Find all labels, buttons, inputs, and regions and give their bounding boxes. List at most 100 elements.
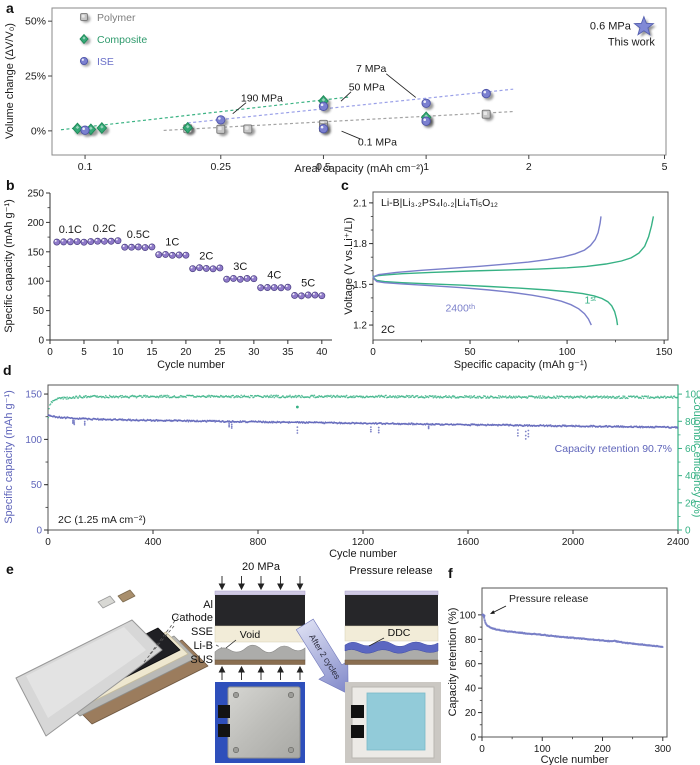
svg-text:4C: 4C xyxy=(267,270,281,282)
svg-text:0.5: 0.5 xyxy=(316,161,331,173)
void-leader xyxy=(225,639,237,649)
photo-pressure-plate xyxy=(215,682,305,763)
svg-text:60: 60 xyxy=(465,659,477,670)
svg-text:0: 0 xyxy=(36,526,42,537)
al-strip xyxy=(214,590,306,596)
svg-text:0: 0 xyxy=(685,526,691,537)
panel-label-b: b xyxy=(6,177,15,193)
svg-text:1.8: 1.8 xyxy=(353,239,367,250)
svg-text:35: 35 xyxy=(282,347,294,358)
svg-text:2C: 2C xyxy=(199,250,213,262)
svg-text:100: 100 xyxy=(685,390,700,401)
svg-text:ISE: ISE xyxy=(97,56,114,68)
svg-text:190 MPa: 190 MPa xyxy=(241,92,283,104)
svg-text:10: 10 xyxy=(112,347,124,358)
svg-text:0: 0 xyxy=(370,347,376,358)
void-label: Void xyxy=(240,629,261,641)
svg-text:100: 100 xyxy=(559,347,576,358)
pressure-release-label: Pressure release xyxy=(349,565,432,577)
panel-label-e: e xyxy=(6,561,14,577)
svg-text:5: 5 xyxy=(81,347,87,358)
layer-label-lib: Li-B xyxy=(193,640,213,652)
svg-text:2400ᵗʰ: 2400ᵗʰ xyxy=(445,302,475,314)
svg-text:Coulombic efficiency (%): Coulombic efficiency (%) xyxy=(691,397,700,518)
pressure-arrows-up xyxy=(218,665,304,680)
svg-text:0.1C: 0.1C xyxy=(59,224,82,236)
markers xyxy=(72,13,655,136)
layer-label-al: Al xyxy=(203,599,213,611)
svg-text:7 MPa: 7 MPa xyxy=(356,63,387,75)
svg-text:0: 0 xyxy=(470,733,476,744)
svg-text:1200: 1200 xyxy=(352,537,375,548)
svg-text:0.1: 0.1 xyxy=(78,161,93,173)
stack-pressure-release: Pressure release DDC xyxy=(344,565,439,665)
svg-text:40: 40 xyxy=(465,684,477,695)
svg-text:50: 50 xyxy=(31,480,43,491)
pouch-tab-silver xyxy=(97,595,116,609)
svg-text:Capacity retention (%): Capacity retention (%) xyxy=(447,608,459,717)
svg-text:20: 20 xyxy=(685,498,697,509)
layer-label-cathode: Cathode xyxy=(171,612,213,624)
pouch-tab-brown xyxy=(117,589,136,603)
svg-text:1600: 1600 xyxy=(457,537,480,548)
svg-text:Specific capacity (mAh g⁻¹): Specific capacity (mAh g⁻¹) xyxy=(454,359,588,371)
chart-d-long-cycling: 0 400 800 1200 1600 2000 240005010015002040608… xyxy=(3,384,700,560)
svg-text:Cycle number: Cycle number xyxy=(329,548,397,560)
svg-text:100: 100 xyxy=(459,610,476,621)
svg-text:0.6 MPa: 0.6 MPa xyxy=(590,21,632,33)
svg-text:0: 0 xyxy=(45,537,51,548)
pouch-cell-illustration xyxy=(15,589,209,737)
panel-label-a: a xyxy=(6,0,14,16)
chart-c-voltage-profiles: 0 50 100 150 1.2 1.5 1.8 2.1 Li-B|Li₃.₂PS₄I₀.₂|L… xyxy=(343,191,673,371)
svg-text:2C: 2C xyxy=(381,324,395,336)
svg-text:40: 40 xyxy=(685,471,697,482)
svg-text:50: 50 xyxy=(464,347,476,358)
svg-text:800: 800 xyxy=(250,537,267,548)
panel-e-cell-schematic: Al Cathode SSE Li-B SUS 20 MPa Void xyxy=(15,561,441,763)
svg-text:20: 20 xyxy=(180,347,192,358)
cathode-block xyxy=(215,595,305,626)
svg-text:Pressure release: Pressure release xyxy=(509,593,589,605)
svg-text:50 MPa: 50 MPa xyxy=(349,81,385,93)
svg-text:0.1 MPa: 0.1 MPa xyxy=(358,136,397,148)
svg-text:150: 150 xyxy=(656,347,673,358)
svg-text:25: 25 xyxy=(214,347,226,358)
panel-label-c: c xyxy=(341,177,349,193)
svg-text:1: 1 xyxy=(423,161,429,173)
svg-text:1C: 1C xyxy=(165,237,179,249)
panel-label-d: d xyxy=(3,362,12,378)
svg-text:0.25: 0.25 xyxy=(211,161,232,173)
svg-text:30: 30 xyxy=(248,347,260,358)
pouch-top-sheet-highlight xyxy=(26,627,146,718)
svg-text:2.1: 2.1 xyxy=(353,198,367,209)
svg-text:Voltage (V vs.Li⁺/Li): Voltage (V vs.Li⁺/Li) xyxy=(343,217,355,315)
pressure-arrows-down xyxy=(218,576,304,591)
svg-text:2C (1.25 mA cm⁻²): 2C (1.25 mA cm⁻²) xyxy=(58,514,146,526)
layer-label-sse: SSE xyxy=(191,626,213,638)
svg-text:200: 200 xyxy=(594,744,611,755)
ddc-leader xyxy=(368,637,385,647)
svg-text:60: 60 xyxy=(685,444,697,455)
svg-text:Polymer: Polymer xyxy=(97,12,136,24)
svg-text:This work: This work xyxy=(608,37,656,49)
svg-text:1.2: 1.2 xyxy=(353,321,367,332)
sus-strip xyxy=(214,659,306,665)
svg-text:Volume change (ΔV/V₀): Volume change (ΔV/V₀) xyxy=(4,23,16,139)
layer-labels: Al Cathode SSE Li-B SUS xyxy=(171,599,213,666)
svg-text:300: 300 xyxy=(654,744,671,755)
svg-text:Composite: Composite xyxy=(97,34,147,46)
svg-text:0.5C: 0.5C xyxy=(127,229,150,241)
svg-text:50%: 50% xyxy=(25,16,46,28)
svg-text:250: 250 xyxy=(27,189,44,200)
svg-text:150: 150 xyxy=(25,390,42,401)
svg-text:1.5: 1.5 xyxy=(353,280,367,291)
layer-label-sus: SUS xyxy=(190,654,213,666)
svg-text:100: 100 xyxy=(27,277,44,288)
ddc-label: DDC xyxy=(388,627,411,639)
svg-text:Specific capacity (mAh g⁻¹): Specific capacity (mAh g⁻¹) xyxy=(3,390,15,524)
stack-under-pressure: 20 MPa Void xyxy=(214,561,306,680)
sus-strip-2 xyxy=(344,659,439,665)
svg-text:Capacity retention 90.7%: Capacity retention 90.7% xyxy=(555,443,672,455)
